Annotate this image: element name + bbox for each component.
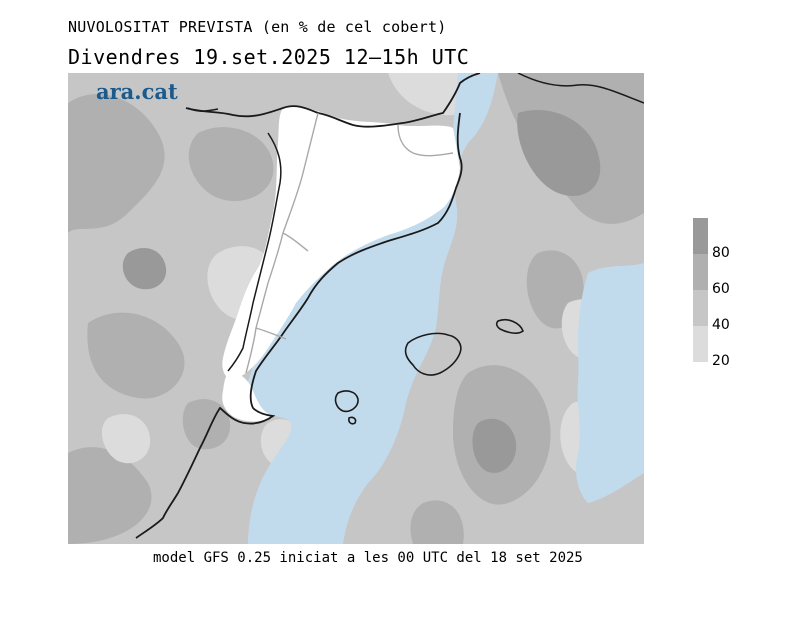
legend-label-40: 40 [712,317,730,333]
ara-cat-logo: ara.cat [96,79,178,104]
coastline [135,73,481,539]
legend-bin-20-40 [693,326,708,362]
islands [334,318,524,425]
legend-bin-60-80 [693,254,708,290]
border-lines [245,112,454,374]
map-title: NUVOLOSITAT PREVISTA (en % de cel cobert… [68,18,447,36]
legend-label-20: 20 [712,353,730,369]
cloud-cover-map [68,73,644,544]
cloud-patches-dark [68,73,644,544]
legend-bin-40-60 [693,290,708,326]
legend: 80 60 40 20 [693,218,763,378]
legend-label-80: 80 [712,245,730,261]
map-subtitle: Divendres 19.set.2025 12—15h UTC [68,45,470,69]
land-clear-south [222,372,273,422]
legend-label-60: 60 [712,281,730,297]
sea-east [576,263,644,503]
legend-bin-80-100 [693,218,708,254]
land-clear-sky [222,106,460,380]
border-lines-dark [187,73,644,372]
model-footnote: model GFS 0.25 iniciat a les 00 UTC del … [153,550,583,566]
